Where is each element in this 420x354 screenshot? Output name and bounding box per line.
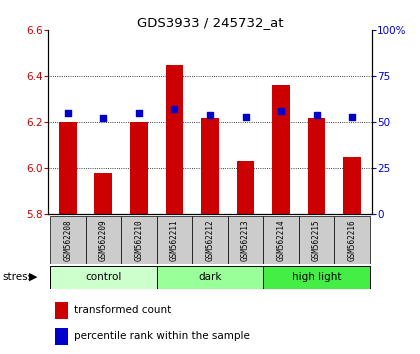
Bar [157,216,192,264]
Bar [94,173,112,214]
Bar [299,216,334,264]
Text: GSM562216: GSM562216 [348,219,357,261]
Bar [236,161,255,214]
Bar [201,118,219,214]
Text: GSM562208: GSM562208 [63,219,72,261]
Text: ▶: ▶ [29,272,37,282]
Bar [55,302,68,319]
Text: GSM562212: GSM562212 [205,219,215,261]
Text: GSM562214: GSM562214 [277,219,286,261]
Bar [263,216,299,264]
Text: transformed count: transformed count [74,305,171,315]
Point [171,107,178,112]
Text: GSM562211: GSM562211 [170,219,179,261]
Text: high light: high light [292,272,341,282]
Text: stress: stress [2,272,33,282]
Text: percentile rank within the sample: percentile rank within the sample [74,331,250,341]
Point [136,110,142,116]
Bar [334,216,370,264]
Title: GDS3933 / 245732_at: GDS3933 / 245732_at [137,16,283,29]
Bar [343,157,361,214]
Bar [165,64,184,214]
Bar [192,216,228,264]
Point [242,114,249,119]
Bar [59,122,77,214]
Text: GSM562213: GSM562213 [241,219,250,261]
Point [100,116,107,121]
Point [349,114,355,119]
Bar [55,328,68,345]
Bar [86,216,121,264]
Text: GSM562209: GSM562209 [99,219,108,261]
Bar [263,266,370,289]
Text: control: control [85,272,121,282]
Text: dark: dark [198,272,222,282]
Bar [121,216,157,264]
Bar [228,216,263,264]
Bar [272,85,290,214]
Text: GSM562215: GSM562215 [312,219,321,261]
Bar [50,216,86,264]
Bar [157,266,263,289]
Bar [50,266,157,289]
Point [278,108,284,114]
Point [313,112,320,118]
Bar [130,122,148,214]
Text: GSM562210: GSM562210 [134,219,143,261]
Point [65,110,71,116]
Point [207,112,213,118]
Bar [308,118,326,214]
